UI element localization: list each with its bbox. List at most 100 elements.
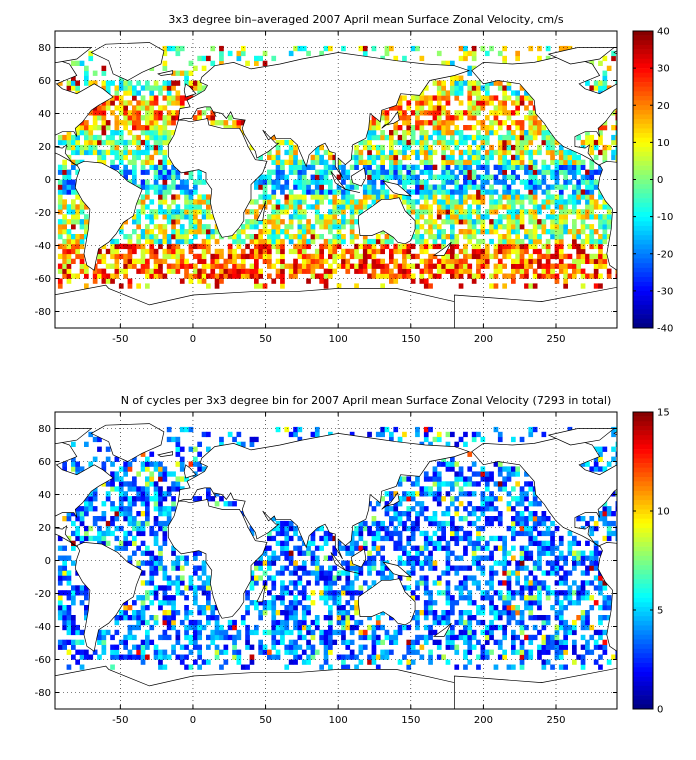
data-cell	[415, 95, 420, 101]
data-cell	[441, 120, 446, 126]
data-cell	[489, 605, 494, 611]
data-cell	[458, 169, 464, 175]
data-cell	[271, 610, 277, 616]
data-cell	[127, 130, 133, 136]
data-cell	[567, 179, 573, 185]
data-cell	[541, 520, 547, 527]
data-cell	[463, 624, 468, 631]
data-cell	[145, 179, 150, 185]
data-cell	[515, 243, 520, 250]
data-cell	[480, 258, 486, 264]
data-cell	[450, 258, 455, 264]
data-cell	[493, 253, 499, 260]
data-cell	[458, 580, 464, 586]
data-cell	[280, 570, 285, 576]
data-cell	[515, 55, 520, 62]
data-cell	[524, 95, 529, 101]
data-cell	[563, 629, 568, 636]
data-cell	[162, 164, 168, 170]
data-cell	[88, 144, 94, 151]
data-cell	[471, 139, 477, 146]
data-cell	[532, 224, 538, 230]
data-cell	[262, 229, 268, 235]
data-cell	[489, 120, 494, 126]
data-cell	[336, 219, 342, 225]
data-cell	[484, 229, 490, 235]
data-cell	[593, 639, 599, 645]
data-cell	[572, 555, 577, 561]
data-cell	[484, 125, 490, 131]
data-cell	[506, 144, 512, 151]
data-cell	[410, 149, 416, 156]
data-cell	[428, 189, 433, 195]
data-cell	[419, 644, 425, 650]
data-cell	[606, 535, 612, 542]
data-cell	[554, 634, 560, 641]
data-cell	[450, 214, 455, 220]
data-cell	[197, 55, 202, 62]
data-cell	[541, 219, 547, 225]
data-cell	[524, 496, 529, 502]
data-cell	[458, 204, 464, 210]
data-cell	[57, 243, 63, 250]
data-cell	[511, 179, 516, 185]
data-cell	[162, 520, 168, 527]
data-cell	[162, 238, 168, 245]
data-cell	[467, 619, 473, 626]
data-cell	[519, 664, 525, 670]
data-cell	[402, 258, 407, 264]
data-cell	[149, 570, 155, 576]
data-cell	[293, 199, 298, 205]
data-cell	[271, 209, 277, 215]
data-cell	[380, 184, 385, 190]
data-cell	[193, 600, 198, 606]
data-cell	[441, 174, 446, 180]
data-cell	[515, 263, 520, 269]
data-cell	[467, 491, 473, 497]
data-cell	[471, 199, 477, 205]
data-cell	[489, 550, 494, 556]
data-cell	[458, 164, 464, 170]
data-cell	[423, 110, 429, 116]
data-cell	[271, 654, 277, 660]
data-cell	[314, 179, 320, 185]
data-cell	[410, 174, 416, 180]
data-cell	[493, 610, 499, 616]
data-cell	[284, 194, 290, 200]
data-cell	[371, 159, 377, 165]
data-cell	[345, 639, 351, 645]
data-cell	[84, 654, 89, 660]
data-cell	[88, 134, 94, 141]
data-cell	[484, 263, 490, 269]
data-cell	[166, 80, 172, 86]
data-cell	[258, 615, 263, 621]
data-cell	[436, 243, 442, 250]
data-cell	[419, 105, 425, 111]
data-cell	[162, 540, 168, 546]
data-cell	[62, 560, 67, 566]
data-cell	[423, 491, 429, 497]
data-cell	[123, 139, 128, 146]
data-cell	[554, 555, 560, 561]
data-cell	[149, 243, 155, 250]
x-tick-label: 150	[401, 334, 420, 345]
data-cell	[101, 85, 107, 91]
data-cell	[306, 644, 311, 650]
data-cell	[354, 263, 359, 269]
data-cell	[515, 258, 520, 264]
data-cell	[410, 169, 416, 175]
data-cell	[445, 511, 451, 517]
data-cell	[206, 55, 211, 62]
data-cell	[580, 209, 586, 215]
data-cell	[537, 273, 542, 279]
data-cell	[467, 100, 473, 106]
data-cell	[145, 159, 150, 165]
data-cell	[267, 174, 272, 180]
data-cell	[84, 268, 89, 274]
data-cell	[188, 263, 194, 269]
data-cell	[545, 525, 551, 532]
data-cell	[428, 120, 433, 126]
data-cell	[179, 224, 185, 230]
data-cell	[415, 619, 420, 626]
data-cell	[197, 605, 202, 611]
